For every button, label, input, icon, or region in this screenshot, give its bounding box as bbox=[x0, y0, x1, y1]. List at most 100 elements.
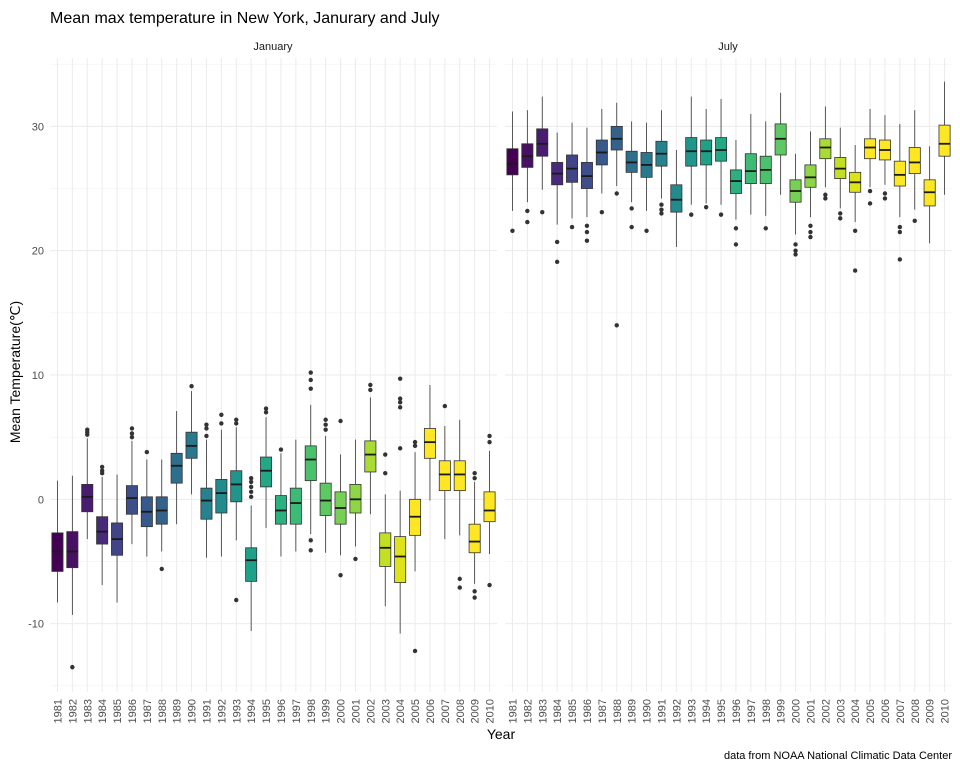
outlier-point bbox=[129, 426, 135, 431]
x-tick-label: 1992 bbox=[216, 699, 228, 723]
x-ticks-july: 1981 1982 1983 1984 1985 1986 1987 1988 1989 1990… bbox=[507, 699, 951, 723]
box-body bbox=[483, 491, 496, 523]
box-july-2001 bbox=[804, 131, 817, 240]
box-january-1985 bbox=[111, 474, 124, 603]
box-body bbox=[819, 138, 832, 160]
x-tick-label: 1991 bbox=[201, 699, 213, 723]
outlier-point bbox=[368, 382, 373, 388]
x-tick-label: 2007 bbox=[895, 699, 907, 723]
x-tick-label: 2000 bbox=[791, 699, 803, 723]
x-tick-label: 1986 bbox=[127, 699, 139, 723]
x-tick-label: 2005 bbox=[865, 699, 877, 723]
box-body bbox=[289, 487, 302, 525]
box-july-1999 bbox=[774, 92, 787, 195]
outlier-point bbox=[219, 412, 224, 417]
outlier-point bbox=[338, 572, 343, 578]
x-tick-label: 1998 bbox=[761, 699, 773, 723]
outlier-point bbox=[487, 582, 492, 588]
x-tick-label: 1995 bbox=[716, 699, 728, 723]
outlier-point bbox=[554, 259, 560, 265]
facet-panel-january: January 1981 1982 1983 1984 1985 1986 1987 1988… bbox=[50, 41, 497, 723]
outlier-point bbox=[912, 218, 917, 224]
x-tick-label: 2009 bbox=[925, 699, 937, 723]
box-january-2002 bbox=[364, 382, 377, 515]
outlier-point bbox=[808, 229, 813, 235]
outlier-point bbox=[659, 211, 664, 216]
x-tick-label: 1981 bbox=[52, 699, 64, 723]
box-body bbox=[81, 483, 94, 513]
outlier-point bbox=[457, 585, 462, 590]
facet-label-january: January bbox=[253, 41, 293, 53]
box-body bbox=[700, 139, 713, 166]
outlier-point bbox=[248, 479, 254, 485]
x-tick-label: 2002 bbox=[365, 699, 377, 723]
x-tick-label: 1984 bbox=[552, 699, 564, 723]
box-july-1996 bbox=[729, 140, 742, 247]
box-body bbox=[453, 460, 466, 492]
x-tick-label: 1986 bbox=[582, 699, 594, 723]
outlier-point bbox=[823, 192, 828, 197]
outlier-point bbox=[487, 439, 492, 445]
box-body bbox=[170, 452, 183, 484]
box-body bbox=[804, 164, 817, 188]
x-tick-label: 2002 bbox=[820, 699, 832, 723]
box-january-2010 bbox=[483, 433, 496, 588]
outlier-point bbox=[472, 471, 477, 476]
outlier-point bbox=[248, 494, 254, 500]
outlier-point bbox=[599, 209, 605, 215]
x-ticks-january: 1981 1982 1983 1984 1985 1986 1987 1988 1989 1990… bbox=[52, 699, 496, 723]
x-tick-label: 1999 bbox=[321, 699, 333, 723]
box-body bbox=[438, 460, 451, 492]
outlier-point bbox=[278, 447, 284, 452]
outlier-point bbox=[308, 370, 313, 375]
box-body bbox=[468, 523, 481, 554]
outlier-point bbox=[569, 224, 575, 230]
box-july-2006 bbox=[878, 115, 891, 201]
x-tick-label: 1989 bbox=[172, 699, 184, 723]
outlier-point bbox=[614, 191, 619, 196]
box-body bbox=[304, 445, 317, 482]
box-january-2005 bbox=[409, 439, 422, 654]
outlier-point bbox=[487, 433, 492, 439]
x-tick-label: 1987 bbox=[597, 699, 609, 723]
outlier-point bbox=[793, 242, 798, 247]
x-tick-label: 1983 bbox=[82, 699, 94, 723]
box-body bbox=[364, 440, 377, 473]
outlier-point bbox=[442, 403, 448, 409]
outlier-point bbox=[867, 201, 873, 206]
outlier-point bbox=[99, 464, 105, 470]
y-tick-label: 30 bbox=[32, 121, 44, 133]
box-july-1994 bbox=[700, 108, 713, 210]
box-body bbox=[670, 184, 683, 213]
box-body bbox=[423, 428, 436, 459]
box-july-1992 bbox=[670, 149, 683, 247]
box-january-2009 bbox=[468, 471, 481, 600]
box-january-2008 bbox=[453, 419, 466, 590]
x-tick-label: 1993 bbox=[231, 699, 243, 723]
x-tick-label: 1998 bbox=[306, 699, 318, 723]
outlier-point bbox=[323, 427, 328, 432]
outlier-point bbox=[808, 234, 813, 240]
box-july-1983 bbox=[536, 96, 549, 215]
box-july-2003 bbox=[834, 127, 847, 221]
outlier-point bbox=[323, 422, 328, 427]
outlier-point bbox=[733, 226, 739, 231]
box-july-2007 bbox=[893, 123, 906, 262]
x-tick-label: 2004 bbox=[850, 699, 862, 723]
outlier-point bbox=[882, 191, 888, 196]
x-tick-label: 1991 bbox=[656, 699, 668, 723]
chart-caption: data from NOAA National Climatic Data Ce… bbox=[724, 750, 952, 762]
x-tick-label: 1995 bbox=[261, 699, 273, 723]
outlier-point bbox=[412, 439, 418, 445]
x-tick-label: 2007 bbox=[440, 699, 452, 723]
box-january-2000 bbox=[334, 418, 347, 578]
box-january-1995 bbox=[260, 406, 273, 528]
x-tick-label: 1990 bbox=[187, 699, 199, 723]
box-body bbox=[536, 128, 549, 157]
box-body bbox=[744, 153, 757, 184]
box-july-2000 bbox=[789, 153, 802, 257]
outlier-point bbox=[204, 433, 209, 439]
box-body bbox=[245, 547, 258, 582]
box-january-1994 bbox=[245, 475, 258, 632]
